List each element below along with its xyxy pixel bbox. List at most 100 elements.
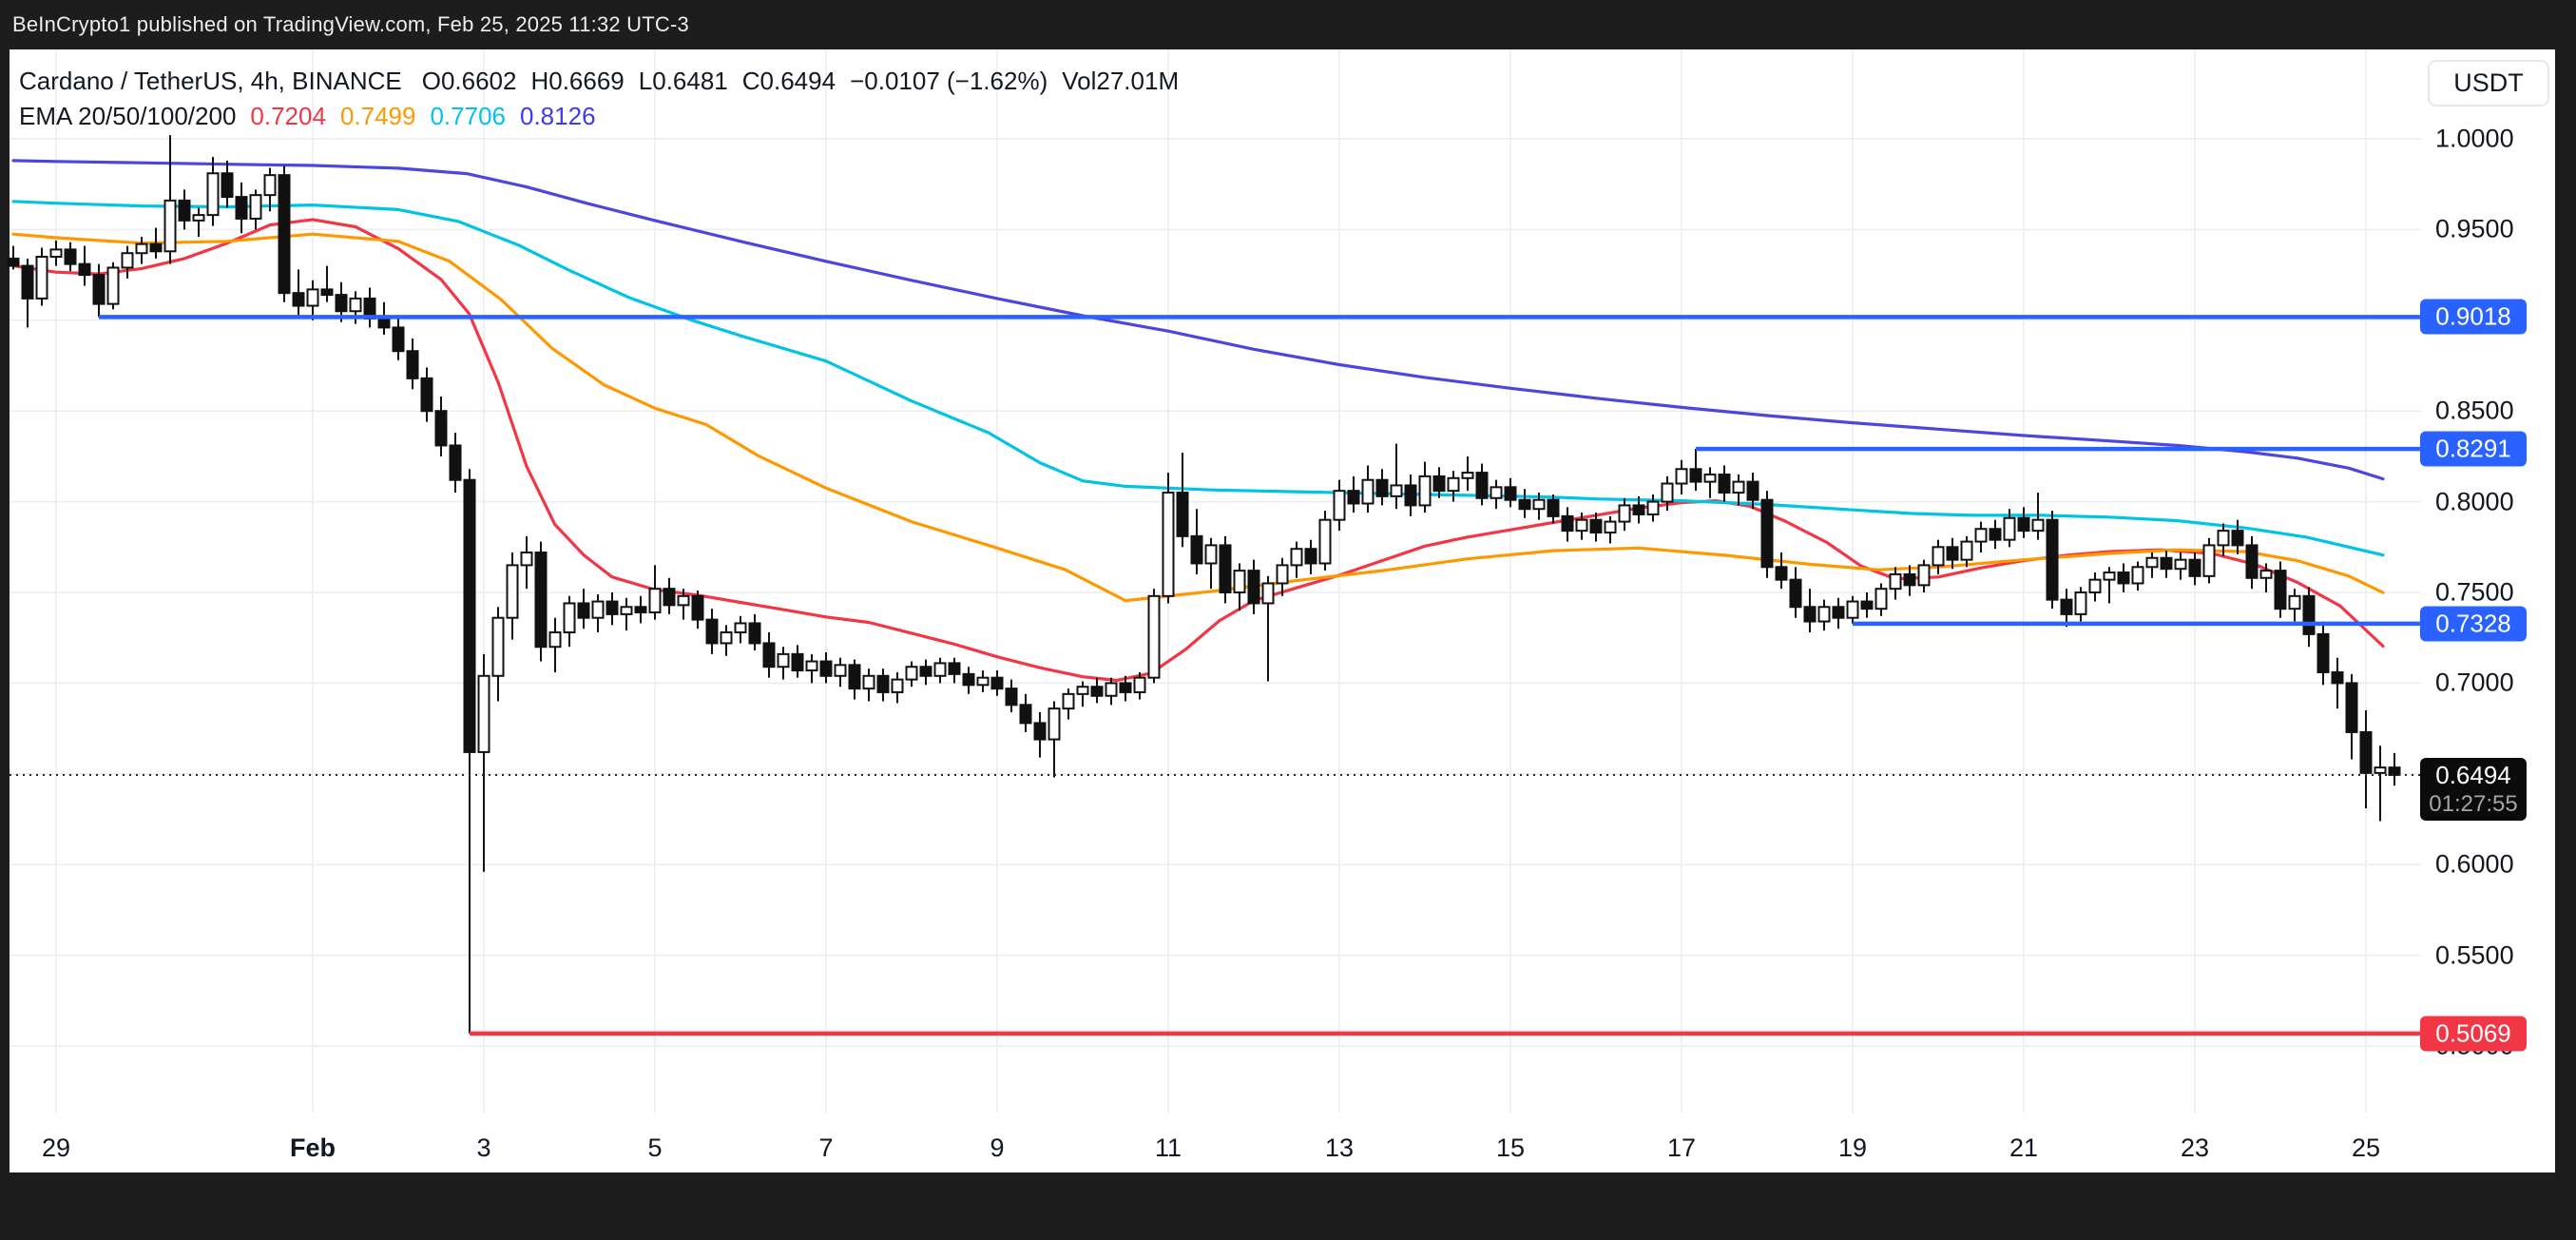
high-value: H0.6669 bbox=[530, 67, 625, 95]
candle-up bbox=[2202, 544, 2216, 577]
candle-down bbox=[377, 317, 391, 329]
candle-up bbox=[2145, 556, 2159, 569]
time-tick-label: 7 bbox=[818, 1133, 834, 1162]
ema200-line bbox=[11, 159, 2385, 481]
candle-up bbox=[2288, 594, 2301, 610]
candle-down bbox=[1404, 484, 1417, 507]
candle-down bbox=[2188, 558, 2201, 577]
candle-down bbox=[990, 676, 1004, 690]
candle-up bbox=[349, 297, 362, 313]
candle-down bbox=[149, 242, 163, 253]
candle-down bbox=[1561, 514, 1574, 533]
currency-toggle[interactable]: USDT bbox=[2428, 60, 2549, 107]
candle-up bbox=[206, 172, 220, 217]
candle-down bbox=[392, 326, 405, 353]
legend-ema-row: EMA 20/50/100/200 0.7204 0.7499 0.7706 0… bbox=[19, 102, 1179, 137]
candle-up bbox=[1618, 504, 1631, 523]
time-tick-label: 15 bbox=[1495, 1133, 1526, 1162]
candle-up bbox=[2103, 572, 2116, 581]
candle-down bbox=[2160, 556, 2173, 571]
candle-down bbox=[919, 666, 932, 677]
candle-down bbox=[2231, 530, 2244, 547]
candle-up bbox=[1917, 564, 1931, 587]
candle-up bbox=[2217, 530, 2230, 547]
candle-up bbox=[734, 622, 747, 633]
chart-panel bbox=[10, 49, 2555, 1172]
candle-down bbox=[762, 642, 776, 668]
candle-down bbox=[1090, 686, 1104, 697]
candle-down bbox=[1718, 473, 1731, 494]
time-tick-label: 19 bbox=[1837, 1133, 1868, 1162]
time-tick-label: 29 bbox=[41, 1133, 71, 1162]
candle-down bbox=[1632, 504, 1645, 515]
candle-up bbox=[135, 242, 148, 255]
candle-up bbox=[2259, 570, 2273, 579]
candle-down bbox=[577, 602, 590, 619]
candle-down bbox=[7, 257, 20, 267]
candle-up bbox=[1675, 468, 1688, 485]
candle-down bbox=[1504, 486, 1517, 501]
candle-up bbox=[1390, 484, 1403, 497]
candle-down bbox=[64, 248, 77, 265]
candle-down bbox=[1775, 566, 1788, 581]
candle-down bbox=[406, 350, 419, 379]
candle-down bbox=[278, 174, 291, 295]
time-tick-label: 25 bbox=[2351, 1133, 2381, 1162]
candle-down bbox=[1375, 478, 1389, 497]
price-badge-0.9018: 0.9018 bbox=[2420, 299, 2527, 335]
candle-down bbox=[848, 664, 861, 690]
candle-down bbox=[92, 274, 106, 305]
candle-down bbox=[78, 262, 91, 277]
candle-up bbox=[106, 266, 120, 305]
candle-down bbox=[434, 410, 448, 447]
candle-up bbox=[1960, 540, 1973, 561]
price-tick-label: 0.8000 bbox=[2435, 487, 2514, 516]
candle-up bbox=[1204, 544, 1218, 565]
candle-down bbox=[1860, 600, 1874, 610]
candle-up bbox=[491, 616, 505, 677]
price-badge-0.6494: 0.6494 01:27:55 bbox=[2420, 757, 2527, 821]
candle-up bbox=[891, 678, 904, 693]
candle-down bbox=[449, 444, 462, 481]
candle-up bbox=[1889, 572, 1902, 591]
candle-down bbox=[2388, 766, 2401, 776]
candle-up bbox=[2131, 566, 2144, 585]
candle-down bbox=[2345, 682, 2358, 733]
candle-down bbox=[1475, 472, 1489, 499]
price-tick-label: 1.0000 bbox=[2435, 124, 2514, 153]
candle-up bbox=[1461, 472, 1474, 479]
close-value: C0.6494 bbox=[741, 67, 836, 95]
price-tick-label: 0.7500 bbox=[2435, 577, 2514, 607]
ema-label: EMA 20/50/100/200 bbox=[19, 102, 237, 130]
candle-up bbox=[1661, 482, 1674, 503]
candle-up bbox=[1646, 500, 1660, 515]
time-tick-label: 9 bbox=[990, 1133, 1005, 1162]
candle-up bbox=[1076, 686, 1089, 695]
candle-up bbox=[192, 214, 205, 222]
ema200-value: 0.8126 bbox=[520, 102, 596, 130]
candle-down bbox=[1247, 570, 1260, 605]
candle-down bbox=[2046, 518, 2059, 601]
candle-up bbox=[1974, 528, 1988, 543]
candle-down bbox=[1119, 682, 1132, 693]
time-tick-label: 17 bbox=[1666, 1133, 1697, 1162]
candle-up bbox=[620, 606, 633, 615]
candle-up bbox=[306, 288, 319, 307]
price-tick-label: 0.7000 bbox=[2435, 668, 2514, 697]
candle-down bbox=[2302, 594, 2316, 635]
candle-up bbox=[1703, 473, 1717, 483]
candle-up bbox=[648, 588, 662, 613]
candle-down bbox=[2331, 670, 2344, 685]
candle-up bbox=[263, 174, 277, 197]
change-value: −0.0107 (−1.62%) bbox=[850, 67, 1048, 95]
ema100-value: 0.7706 bbox=[430, 102, 506, 130]
candle-up bbox=[2003, 516, 2016, 541]
candle-down bbox=[1304, 548, 1317, 565]
candle-down bbox=[948, 662, 961, 675]
candle-up bbox=[1105, 682, 1118, 697]
candle-up bbox=[1447, 476, 1460, 493]
candle-down bbox=[2117, 572, 2130, 585]
candle-down bbox=[1005, 688, 1018, 707]
candle-up bbox=[1846, 600, 1859, 619]
